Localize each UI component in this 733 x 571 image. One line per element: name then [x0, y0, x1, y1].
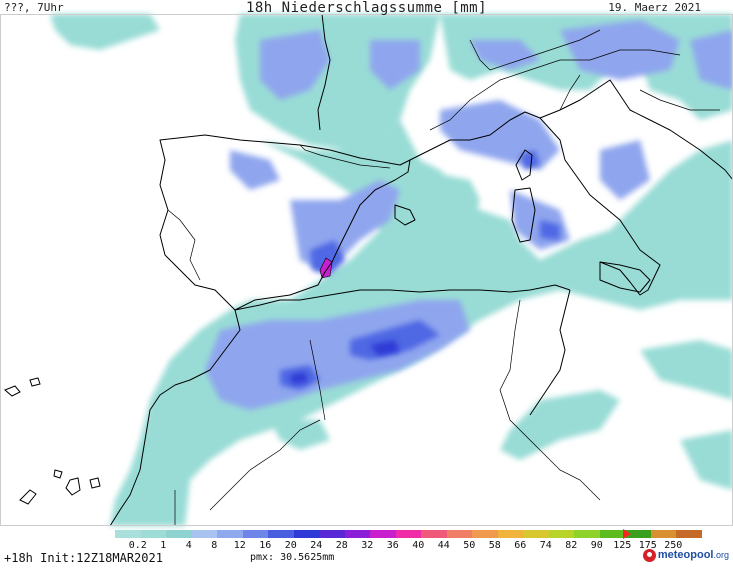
- logo-tld: .org: [713, 550, 729, 560]
- legend-swatch: [217, 530, 243, 538]
- legend-label: 44: [437, 540, 450, 551]
- legend-swatch: [650, 530, 676, 538]
- legend-label: 175: [638, 540, 657, 551]
- legend-label: 250: [664, 540, 683, 551]
- legend-swatch: [472, 530, 498, 538]
- legend-label: 12: [233, 540, 246, 551]
- legend-arrow: [623, 529, 631, 539]
- adriatic-coast: [539, 79, 733, 181]
- north-africa-coast: [234, 284, 571, 311]
- legend-label: 0.2: [128, 540, 147, 551]
- precip-moderate-layer: [205, 20, 733, 410]
- legend-label: 58: [488, 540, 501, 551]
- legend-swatch: [344, 530, 370, 538]
- map-date: 19. Maerz 2021: [608, 1, 701, 14]
- legend-label: 8: [211, 540, 218, 551]
- france-italy-coast: [409, 111, 661, 296]
- legend-label: 36: [386, 540, 399, 551]
- legend-label: 82: [565, 540, 578, 551]
- legend-swatch: [370, 530, 396, 538]
- legend-swatch: [446, 530, 472, 538]
- legend-label: 66: [514, 540, 527, 551]
- coastlines: [109, 13, 733, 527]
- sardinia: [511, 187, 536, 243]
- header-run-label: ???, 7Uhr: [4, 1, 64, 14]
- country-borders: [167, 29, 720, 526]
- corsica: [515, 149, 533, 181]
- meteopool-logo[interactable]: meteopool .org: [642, 547, 729, 563]
- legend-label: 50: [463, 540, 476, 551]
- legend-color-bar: [115, 530, 702, 538]
- legend-labels: 0.2 1 4 8 12 16 20 24 28 32 36 40 44 50 58 66 74 82 90 125 1…: [115, 540, 683, 552]
- iberia-coast: [159, 134, 411, 311]
- legend-label: 32: [361, 540, 374, 551]
- legend-swatch: [395, 530, 421, 538]
- legend-swatch: [523, 530, 549, 538]
- legend-swatch: [319, 530, 345, 538]
- legend-label: 40: [412, 540, 425, 551]
- legend-label: 74: [539, 540, 552, 551]
- mallorca: [394, 204, 416, 226]
- legend-swatch: [191, 530, 217, 538]
- sicily: [599, 261, 651, 293]
- legend-swatch: [268, 530, 294, 538]
- pmx-label: pmx: 30.5625mm: [250, 552, 335, 563]
- legend-swatch: [548, 530, 574, 538]
- logo-icon: [642, 548, 656, 562]
- legend-swatch: [421, 530, 447, 538]
- morocco-atlantic-coast: [109, 309, 241, 527]
- precip-max-core: [319, 257, 333, 279]
- tunisia-coast: [529, 289, 571, 416]
- logo-name: meteopool: [657, 549, 714, 561]
- legend-label: 125: [613, 540, 632, 551]
- legend-label: 1: [160, 540, 167, 551]
- legend-label: 20: [284, 540, 297, 551]
- legend-swatch: [625, 530, 651, 538]
- france-atlantic-coast: [317, 13, 331, 131]
- init-label: +18h Init:12Z18MAR2021: [4, 551, 163, 565]
- legend-label: 90: [590, 540, 603, 551]
- canary-islands: [4, 377, 101, 505]
- legend-label: 16: [259, 540, 272, 551]
- legend-swatch: [140, 530, 166, 538]
- legend-label: 28: [335, 540, 348, 551]
- legend-swatch: [574, 530, 600, 538]
- legend-swatch: [166, 530, 192, 538]
- precip-intense-layer: [290, 340, 400, 384]
- legend-swatch: [676, 530, 702, 538]
- legend-swatch: [497, 530, 523, 538]
- legend-label: 4: [185, 540, 192, 551]
- legend-label: 24: [310, 540, 323, 551]
- legend-swatch: [293, 530, 319, 538]
- legend-swatch: [599, 530, 625, 538]
- legend-swatch: [242, 530, 268, 538]
- map-title: 18h Niederschlagssumme [mm]: [245, 0, 488, 16]
- legend-swatch: [115, 530, 141, 538]
